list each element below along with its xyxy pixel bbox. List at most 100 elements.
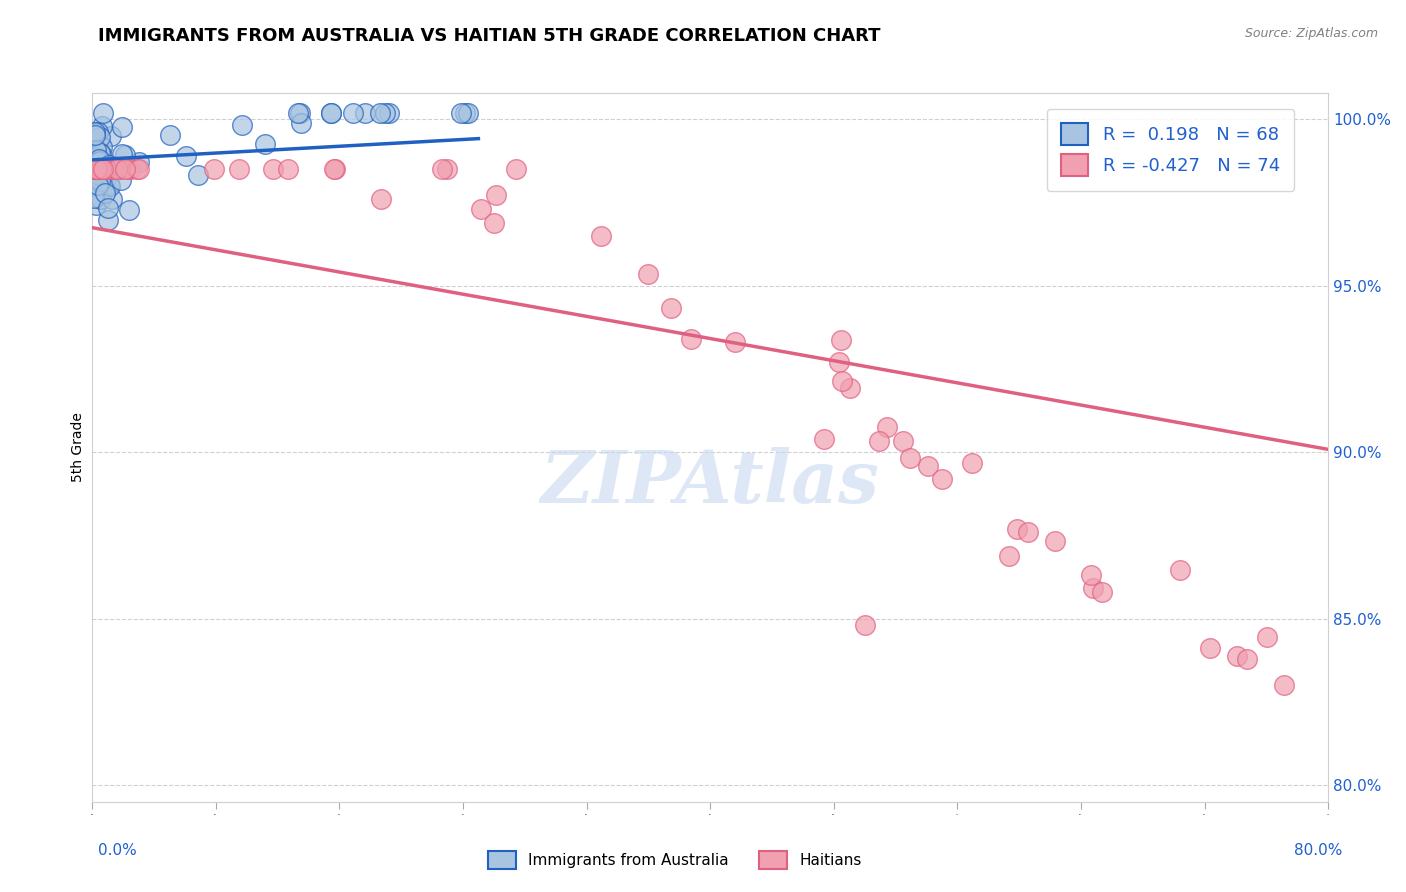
Point [87,162,110,177]
Point [319,105,342,120]
Point [83,174,105,188]
Point [97,213,120,227]
Point [159,128,181,143]
Point [83,191,105,205]
Point [831,374,853,388]
Point [724,335,747,350]
Point [453,105,475,120]
Point [89,174,111,188]
Point [342,105,364,120]
Point [370,192,392,206]
Point [89,146,111,161]
Point [105,162,128,177]
Point [110,173,132,187]
Point [1007,522,1029,536]
Point [98,179,121,194]
Point [450,105,472,120]
Point [87,155,110,169]
Legend: R =  0.198   N = 68, R = -0.427   N = 74: R = 0.198 N = 68, R = -0.427 N = 74 [1046,109,1295,191]
Point [174,149,197,163]
Point [377,105,399,120]
Point [90,169,112,184]
Point [839,381,862,395]
Point [482,216,505,230]
Point [84,162,107,177]
Point [111,120,134,134]
Point [457,105,479,120]
Point [87,151,110,165]
Point [83,128,105,143]
Point [1236,652,1258,666]
Point [120,162,142,177]
Point [1081,581,1104,595]
Point [287,105,309,120]
Point [828,354,851,368]
Point [96,162,118,177]
Point [91,140,114,154]
Point [97,158,120,172]
Point [202,162,225,177]
Point [813,432,835,446]
Point [89,154,111,169]
Point [84,197,107,211]
Point [187,168,209,182]
Point [917,458,939,473]
Text: Source: ZipAtlas.com: Source: ZipAtlas.com [1244,27,1378,40]
Point [868,434,890,449]
Point [90,192,112,206]
Point [1256,630,1278,644]
Point [86,162,108,177]
Point [86,178,108,192]
Point [262,162,284,177]
Point [94,170,117,185]
Point [90,175,112,189]
Point [323,162,346,177]
Point [83,162,105,177]
Point [86,162,108,177]
Point [89,175,111,189]
Point [898,450,921,465]
Point [101,162,124,177]
Y-axis label: 5th Grade: 5th Grade [72,412,86,482]
Point [104,162,127,177]
Point [830,334,852,348]
Point [98,162,121,177]
Point [84,162,107,177]
Point [253,137,276,152]
Point [97,201,120,215]
Point [118,162,141,177]
Point [470,202,492,216]
Point [111,147,134,161]
Point [87,162,110,177]
Text: IMMIGRANTS FROM AUSTRALIA VS HAITIAN 5TH GRADE CORRELATION CHART: IMMIGRANTS FROM AUSTRALIA VS HAITIAN 5TH… [98,27,882,45]
Point [91,162,114,177]
Point [84,126,107,140]
Point [231,118,253,132]
Point [89,162,111,177]
Text: ZIPAtlas: ZIPAtlas [541,447,880,518]
Point [128,155,150,169]
Point [485,188,508,202]
Point [589,229,612,244]
Point [118,203,141,218]
Point [228,162,250,177]
Point [128,162,150,177]
Point [432,162,454,177]
Point [114,162,136,177]
Point [87,152,110,166]
Point [370,105,392,120]
Point [89,162,111,177]
Point [91,162,114,177]
Point [90,162,112,177]
Point [84,148,107,162]
Point [1080,567,1102,582]
Point [83,162,105,177]
Point [891,434,914,449]
Point [89,162,111,177]
Point [84,125,107,139]
Point [84,162,107,177]
Point [322,162,344,177]
Point [83,162,105,177]
Point [83,147,105,161]
Point [1045,534,1067,549]
